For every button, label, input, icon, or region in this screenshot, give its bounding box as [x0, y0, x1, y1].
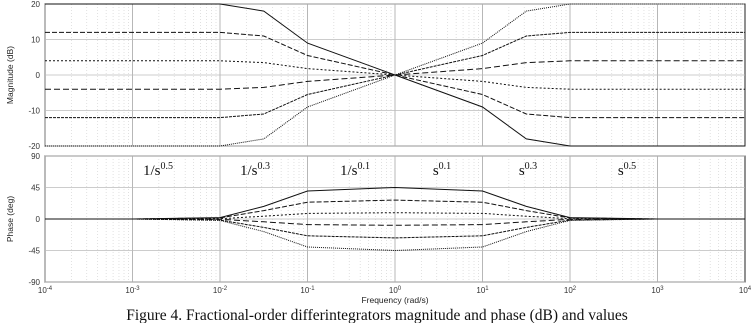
- order-annotation: 1/s0.5: [143, 161, 173, 179]
- magnitude-y-ticks: 20 10 0 -10 -20: [28, 0, 40, 151]
- x-tick-label: 10-4: [38, 286, 53, 295]
- phase-y-ticks: 90 45 0 -45 -90: [28, 152, 40, 287]
- phase-ylabel: Phase (deg): [5, 196, 15, 242]
- y-tick-label: -90: [28, 278, 40, 287]
- y-tick-label: 0: [36, 71, 41, 80]
- x-tick-label: 102: [564, 286, 577, 295]
- x-tick-label: 103: [651, 286, 664, 295]
- x-tick-label: 10-3: [125, 286, 140, 295]
- series-line: [45, 60, 745, 90]
- x-tick-label: 104: [739, 286, 752, 295]
- order-annotation: s0.1: [433, 161, 451, 179]
- phase-x-ticks: 10-4 10-3 10-2 10-1 100 101 102 103 104: [38, 286, 752, 295]
- series-line: [45, 199, 745, 220]
- order-annotations: 1/s0.5 1/s0.3 1/s0.1 s0.1 s0.3 s0.5: [143, 161, 636, 179]
- magnitude-ylabel: Magnitude (dB): [5, 46, 15, 104]
- series-line: [45, 3, 745, 147]
- x-tick-label: 10-2: [213, 286, 228, 295]
- y-tick-label: 45: [31, 184, 40, 193]
- y-tick-label: 90: [31, 152, 40, 161]
- y-tick-label: 20: [31, 0, 40, 9]
- phase-panel: 90 45 0 -45 -90 10-4 10-3 10-2 10-1 100 101 102 103…: [5, 152, 752, 305]
- series-line: [45, 218, 745, 252]
- frequency-xlabel: Frequency (rad/s): [361, 295, 428, 305]
- order-annotation: 1/s0.1: [340, 161, 370, 179]
- series-line: [45, 60, 745, 90]
- magnitude-panel: 20 10 0 -10 -20 Magnitude (dB): [5, 0, 746, 151]
- y-tick-label: 10: [31, 36, 40, 45]
- y-tick-label: -20: [28, 142, 40, 151]
- y-tick-label: -45: [28, 247, 40, 256]
- x-tick-label: 100: [389, 286, 402, 295]
- series-line: [45, 31, 745, 119]
- y-tick-label: 0: [36, 215, 41, 224]
- order-annotation: 1/s0.3: [240, 161, 270, 179]
- x-tick-label: 10-1: [300, 286, 315, 295]
- order-annotation: s0.5: [618, 161, 636, 179]
- x-tick-label: 101: [476, 286, 489, 295]
- order-annotation: s0.3: [519, 161, 537, 179]
- phase-series: [45, 186, 745, 252]
- y-tick-label: -10: [28, 107, 40, 116]
- magnitude-series: [45, 3, 745, 147]
- figure-caption: Figure 4. Fractional-order differintegra…: [126, 307, 628, 323]
- series-line: [45, 218, 745, 226]
